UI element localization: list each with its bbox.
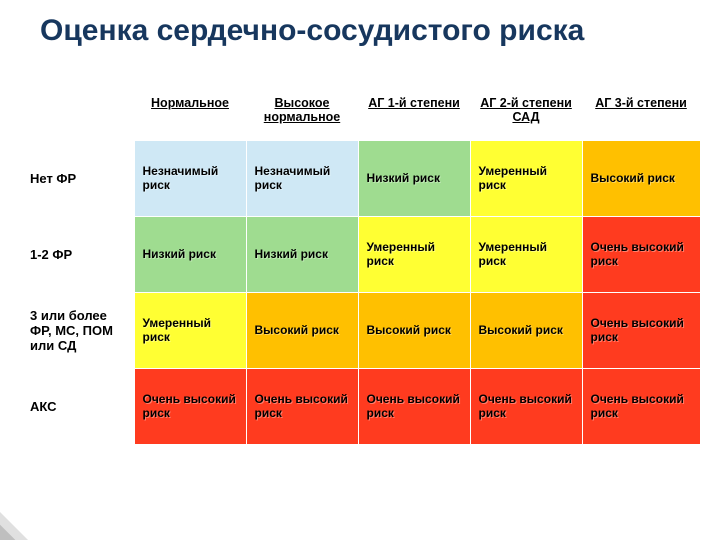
risk-cell: Очень высокий риск xyxy=(134,369,246,445)
risk-cell: Умеренный риск xyxy=(358,217,470,293)
page-title: Оценка сердечно-сосудистого риска xyxy=(40,14,584,47)
risk-cell: Незначимый риск xyxy=(246,141,358,217)
risk-cell: Высокий риск xyxy=(582,141,700,217)
risk-cell: Очень высокий риск xyxy=(358,369,470,445)
table-row-header: АКС xyxy=(24,369,134,445)
risk-cell: Высокий риск xyxy=(358,293,470,369)
risk-table: НормальноеВысокое нормальноеАГ 1-й степе… xyxy=(24,90,701,445)
risk-cell: Очень высокий риск xyxy=(470,369,582,445)
table-col-header: АГ 1-й степени xyxy=(358,90,470,141)
table-col-header: АГ 2-й степени САД xyxy=(470,90,582,141)
table-corner-blank xyxy=(24,90,134,141)
page-corner-fold xyxy=(0,512,28,540)
risk-cell: Высокий риск xyxy=(470,293,582,369)
table-row-header: 3 или более ФР, МС, ПОМ или СД xyxy=(24,293,134,369)
table-row: Нет ФРНезначимый рискНезначимый рискНизк… xyxy=(24,141,700,217)
risk-table-container: НормальноеВысокое нормальноеАГ 1-й степе… xyxy=(24,90,700,445)
table-col-header: Высокое нормальное xyxy=(246,90,358,141)
risk-cell: Очень высокий риск xyxy=(582,293,700,369)
table-row: 3 или более ФР, МС, ПОМ или СДУмеренный … xyxy=(24,293,700,369)
risk-cell: Низкий риск xyxy=(134,217,246,293)
risk-cell: Очень высокий риск xyxy=(582,369,700,445)
risk-cell: Незначимый риск xyxy=(134,141,246,217)
risk-cell: Очень высокий риск xyxy=(246,369,358,445)
table-col-header: Нормальное xyxy=(134,90,246,141)
table-row-header: Нет ФР xyxy=(24,141,134,217)
table-header-row: НормальноеВысокое нормальноеАГ 1-й степе… xyxy=(24,90,700,141)
risk-cell: Очень высокий риск xyxy=(582,217,700,293)
table-row-header: 1-2 ФР xyxy=(24,217,134,293)
risk-cell: Высокий риск xyxy=(246,293,358,369)
table-row: АКСОчень высокий рискОчень высокий рискО… xyxy=(24,369,700,445)
risk-cell: Низкий риск xyxy=(246,217,358,293)
risk-cell: Низкий риск xyxy=(358,141,470,217)
risk-cell: Умеренный риск xyxy=(134,293,246,369)
table-row: 1-2 ФРНизкий рискНизкий рискУмеренный ри… xyxy=(24,217,700,293)
risk-cell: Умеренный риск xyxy=(470,217,582,293)
table-col-header: АГ 3-й степени xyxy=(582,90,700,141)
risk-cell: Умеренный риск xyxy=(470,141,582,217)
